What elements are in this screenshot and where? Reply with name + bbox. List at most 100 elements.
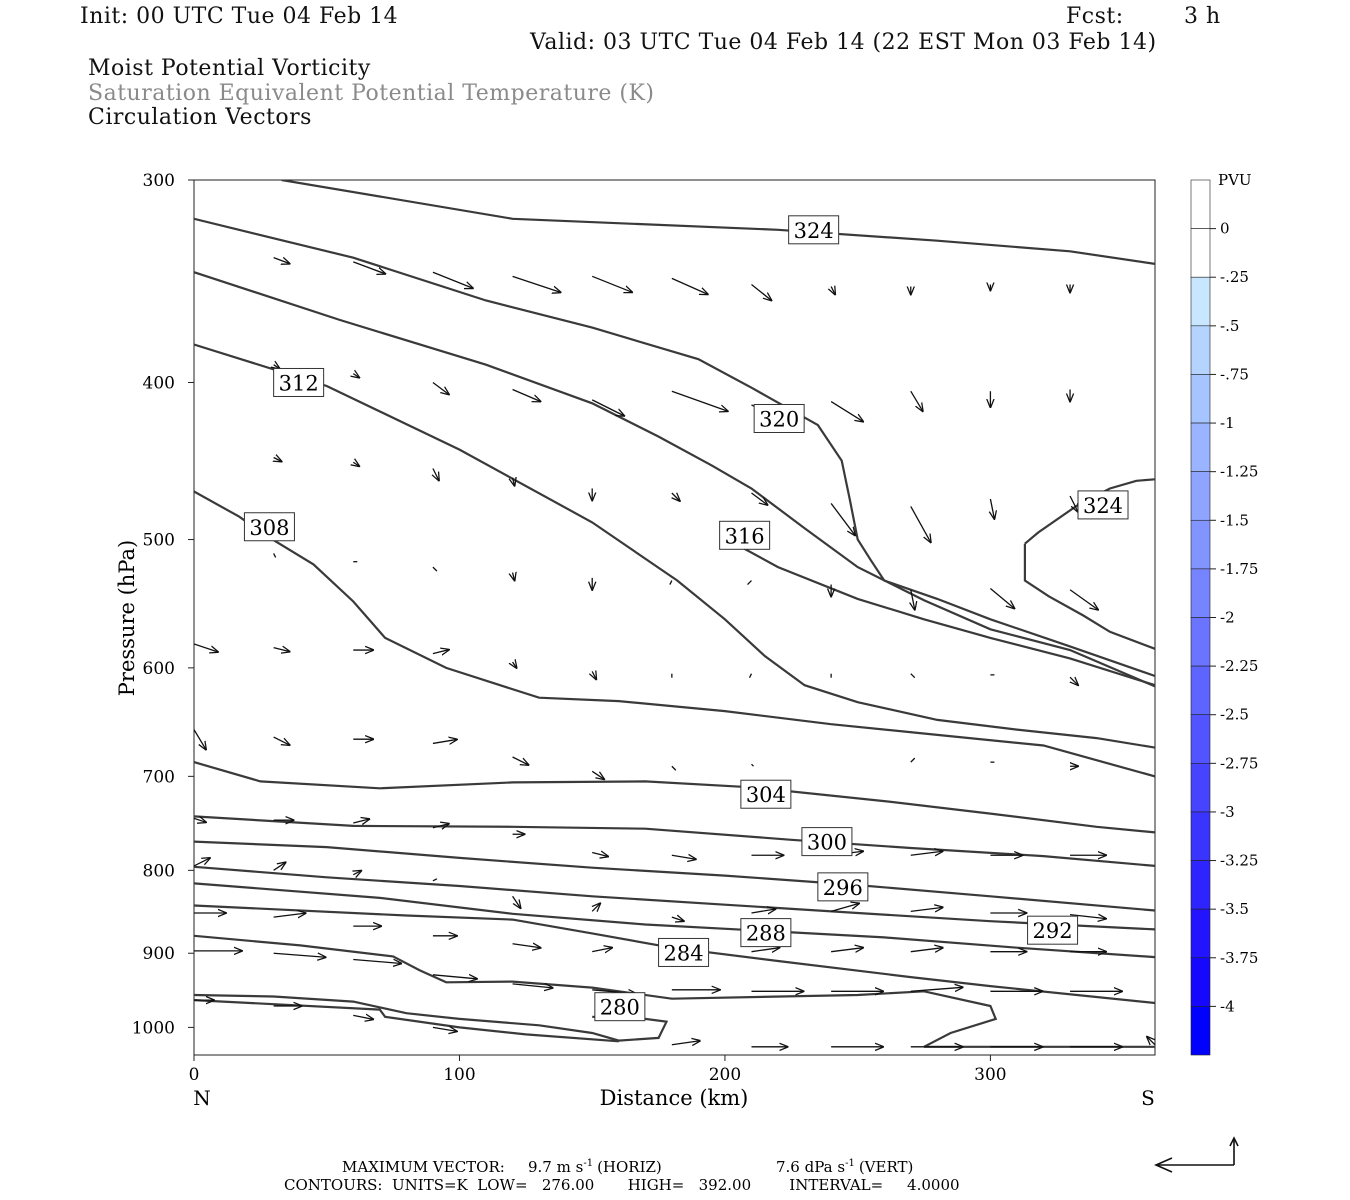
circulation-vector [353, 819, 369, 823]
contour-line [1023, 543, 1155, 650]
contour-label: 288 [740, 918, 792, 948]
colorbar-label: -2 [1220, 609, 1235, 627]
circulation-vector [592, 671, 596, 679]
circulation-vector [353, 261, 385, 274]
colorbar-swatch [1190, 617, 1211, 667]
circulation-vector [671, 277, 708, 294]
contours-info: CONTOURS: UNITS=K LOW= 276.00 HIGH= 392.… [284, 1176, 960, 1194]
circulation-vector [830, 503, 855, 535]
y-tick-label: 600 [143, 659, 175, 679]
y-tick-label: 300 [143, 171, 175, 191]
contour-label: 312 [273, 367, 325, 397]
circulation-vector [751, 909, 775, 913]
svg-text:312: 312 [279, 371, 319, 395]
svg-text:304: 304 [746, 783, 786, 807]
svg-text:288: 288 [746, 922, 786, 946]
x-tick-label: 300 [974, 1065, 1006, 1085]
circulation-vector [910, 851, 943, 855]
circulation-vector [432, 1027, 457, 1031]
circulation-vector [512, 388, 541, 401]
y-tick-label: 400 [143, 373, 175, 393]
colorbar-label: -2.5 [1220, 706, 1249, 724]
circulation-vector [591, 770, 604, 779]
max-vector-vert: 7.6 dPa s-1 (VERT) [776, 1158, 913, 1176]
circulation-vector [751, 948, 779, 952]
x-tick-label: 200 [709, 1065, 741, 1085]
colorbar-swatch [1190, 908, 1211, 959]
svg-text:324: 324 [794, 219, 834, 243]
circulation-vector [747, 580, 752, 586]
contour-line [281, 180, 1155, 265]
x-tick-label: 100 [443, 1065, 475, 1085]
circulation-vector [751, 283, 771, 300]
circulation-vector [910, 757, 916, 763]
colorbar-swatch [1190, 665, 1211, 716]
contour-label: 316 [719, 520, 771, 550]
circulation-vector [432, 271, 473, 288]
circulation-vector [273, 553, 277, 558]
circulation-vector [671, 855, 696, 859]
circulation-vector [669, 580, 673, 585]
colorbar-swatch [1190, 763, 1211, 813]
circulation-vector [432, 878, 438, 882]
contour-line [719, 534, 1155, 687]
x-axis-title: Distance (km) [600, 1086, 749, 1110]
y-tick-label: 1000 [132, 1018, 175, 1038]
circulation-vector [432, 381, 449, 394]
colorbar-swatch [1190, 179, 1211, 229]
colorbar-label: -1.75 [1220, 560, 1258, 578]
circulation-vector [671, 765, 677, 771]
colorbar-label: 0 [1220, 220, 1230, 238]
y-tick-label: 700 [143, 767, 175, 787]
circulation-vector [671, 1041, 700, 1045]
colorbar-swatch [1190, 471, 1211, 521]
x-end-label-south: S [1141, 1086, 1155, 1110]
contour-label: 292 [1027, 915, 1079, 945]
colorbar-swatch [1190, 276, 1211, 327]
y-axis-title: Pressure (hPa) [115, 540, 139, 696]
title-vectors: Circulation Vectors [88, 105, 312, 130]
contour-label: 320 [753, 403, 805, 433]
y-tick-label: 800 [143, 861, 175, 881]
circulation-vector [273, 913, 306, 917]
colorbar-label: -.75 [1220, 365, 1249, 383]
circulation-vector [671, 917, 684, 921]
circulation-vector [432, 975, 477, 979]
colorbar-swatch [1190, 519, 1211, 570]
y-tick-label: 900 [143, 944, 175, 964]
contour-line [194, 882, 1155, 959]
svg-text:300: 300 [807, 831, 847, 855]
colorbar-label: -1.5 [1220, 511, 1249, 529]
colorbar-label: -.5 [1220, 317, 1239, 335]
colorbar-label: -3.75 [1220, 949, 1258, 967]
circulation-vector [432, 650, 449, 654]
title-mpv: Moist Potential Vorticity [88, 56, 371, 81]
colorbar-swatch [1190, 422, 1211, 472]
colorbar-swatch [1190, 374, 1211, 424]
circulation-vector [910, 907, 943, 911]
x-end-label-north: N [193, 1086, 211, 1110]
colorbar-swatch [1190, 228, 1211, 278]
circulation-vector [911, 589, 915, 610]
circulation-vector [353, 1015, 373, 1019]
contour-line [194, 815, 1155, 867]
contour-line [194, 343, 1155, 749]
circulation-vector [513, 662, 517, 668]
circulation-vector [830, 903, 859, 912]
forecast-hours: 3 h [1184, 4, 1221, 29]
valid-time: Valid: 03 UTC Tue 04 Feb 14 (22 EST Mon … [530, 30, 1157, 55]
footer: MAXIMUM VECTOR: 9.7 m s-1 (HORIZ) 7.6 dPa… [284, 1158, 960, 1194]
colorbar-swatch [1190, 957, 1211, 1007]
contour-label: 324 [1077, 490, 1129, 520]
contour-label: 308 [243, 512, 295, 542]
svg-text:280: 280 [600, 996, 640, 1020]
circulation-vector [194, 858, 210, 867]
colorbar-label: -3 [1220, 803, 1235, 821]
circulation-vector [830, 401, 863, 422]
circulation-vector [910, 673, 916, 679]
svg-text:320: 320 [759, 407, 799, 431]
reference-vector-icon [1154, 1136, 1239, 1173]
circulation-vector [910, 390, 923, 411]
plot-frame [193, 179, 1156, 1056]
